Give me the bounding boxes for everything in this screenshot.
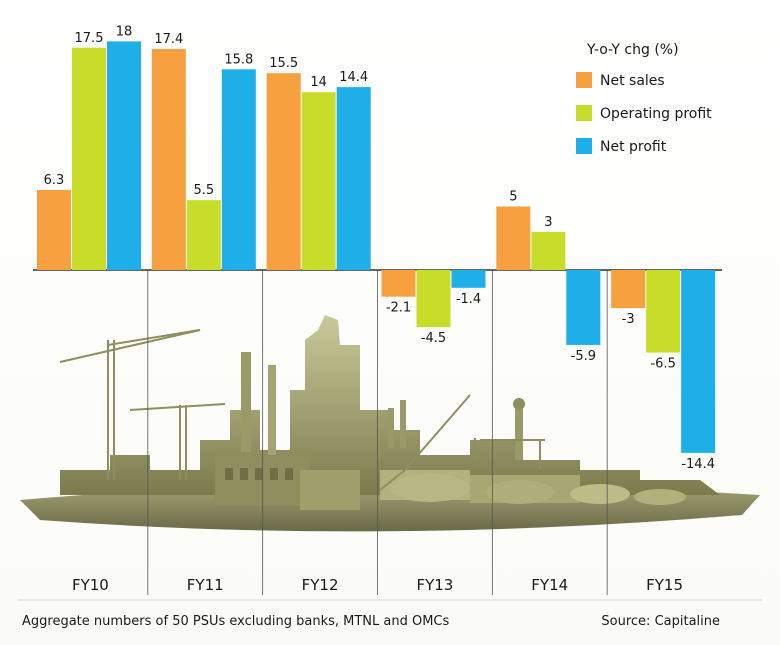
legend-swatch-net-sales [576, 72, 592, 88]
value-label: 15.8 [224, 52, 253, 67]
value-label: -14.4 [681, 457, 715, 472]
bar-net-sales-fy12 [266, 73, 301, 271]
value-label: -5.9 [571, 349, 596, 364]
bar-operating-profit-fy15 [646, 270, 681, 353]
value-label: 6.3 [44, 173, 65, 188]
legend-entry-net-profit: Net profit [600, 139, 667, 155]
bar-net-sales-fy14 [496, 206, 531, 270]
value-label: 15.5 [269, 56, 298, 71]
value-label: 17.4 [154, 32, 183, 47]
bar-operating-profit-fy14 [531, 231, 566, 270]
legend: Y-o-Y chg (%) Net sales Operating profit N… [576, 42, 712, 155]
bar-net-profit-fy11 [221, 69, 256, 270]
bar-net-profit-fy12 [336, 87, 371, 271]
legend-swatch-net-profit [576, 138, 592, 154]
category-label-fy10: FY10 [72, 576, 109, 594]
bar-net-sales-fy13 [381, 270, 416, 297]
category-dividers [147, 270, 608, 595]
bar-net-sales-fy10 [37, 189, 71, 270]
bar-net-sales-fy15 [611, 270, 646, 309]
bar-operating-profit-fy11 [186, 200, 221, 270]
bar-net-profit-fy14 [566, 270, 601, 345]
bar-net-profit-fy10 [107, 41, 141, 271]
legend-title: Y-o-Y chg (%) [586, 42, 679, 58]
category-label-fy14: FY14 [531, 576, 568, 594]
value-label: -2.1 [386, 301, 411, 316]
value-label: -6.5 [650, 357, 675, 372]
value-label: 5.5 [193, 183, 214, 198]
value-label: 14 [310, 75, 327, 90]
bar-operating-profit-fy10 [72, 47, 106, 270]
category-label-fy13: FY13 [416, 576, 453, 594]
bar-net-sales-fy11 [151, 49, 186, 270]
value-label: -1.4 [456, 292, 481, 307]
value-label: 14.4 [339, 70, 368, 85]
footer-source: Source: Capitaline [601, 614, 720, 629]
bar-net-profit-fy13 [451, 270, 486, 288]
legend-entry-operating-profit: Operating profit [600, 106, 712, 122]
footer-note: Aggregate numbers of 50 PSUs excluding b… [22, 614, 450, 629]
value-label: 3 [544, 215, 552, 230]
category-label-fy15: FY15 [646, 576, 683, 594]
legend-swatch-operating-profit [576, 105, 592, 121]
industrial-illustration [20, 315, 760, 532]
value-label: -3 [622, 312, 635, 327]
value-label: -4.5 [421, 331, 446, 346]
bars [37, 41, 716, 453]
category-label-fy11: FY11 [187, 576, 224, 594]
value-labels: 6.3 17.5 18 17.4 5.5 15.8 15.5 14 14.4 -2.1 -4.5 -1… [44, 24, 715, 471]
value-label: 17.5 [75, 31, 104, 46]
bar-operating-profit-fy12 [301, 92, 336, 270]
category-label-fy12: FY12 [302, 576, 339, 594]
bar-operating-profit-fy13 [416, 270, 451, 328]
value-label: 18 [116, 24, 133, 39]
legend-entry-net-sales: Net sales [600, 73, 665, 89]
category-labels: FY10 FY11 FY12 FY13 FY14 FY15 [72, 576, 683, 594]
bar-net-profit-fy15 [681, 270, 716, 453]
value-label: 5 [509, 190, 517, 205]
